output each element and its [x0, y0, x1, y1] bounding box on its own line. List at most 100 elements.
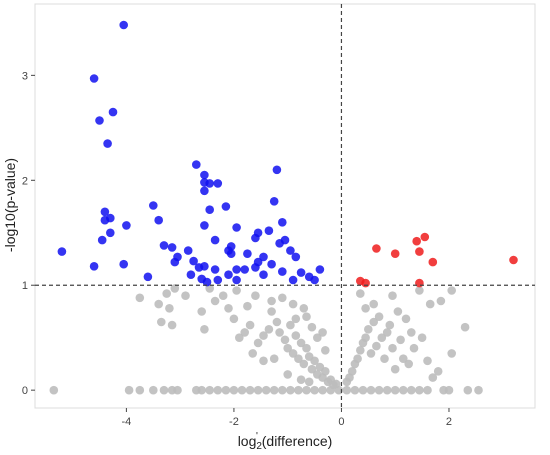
point-not-significant: [321, 367, 330, 376]
point-not-significant: [275, 328, 284, 337]
point-not-significant: [415, 385, 424, 395]
point-not-significant: [159, 385, 169, 395]
point-down-regulated: [240, 265, 249, 274]
point-not-significant: [280, 335, 290, 345]
point-not-significant: [364, 325, 373, 334]
point-down-regulated: [119, 259, 128, 269]
point-not-significant: [463, 385, 473, 395]
point-down-regulated: [232, 265, 241, 274]
point-not-significant: [200, 325, 209, 334]
point-not-significant: [135, 385, 145, 395]
point-not-significant: [321, 346, 330, 355]
point-not-significant: [433, 367, 443, 376]
x-axis-title-superscript: ': [256, 431, 258, 442]
point-not-significant: [302, 343, 311, 353]
point-not-significant: [390, 385, 400, 395]
point-not-significant: [253, 385, 263, 395]
y-tick-label: 2: [22, 175, 28, 187]
point-down-regulated: [243, 249, 252, 258]
point-down-regulated: [259, 270, 268, 280]
point-up-regulated: [372, 244, 381, 253]
point-not-significant: [428, 373, 438, 382]
point-not-significant: [425, 299, 435, 309]
y-tick-label: 1: [22, 280, 28, 292]
x-axis-title-base: log: [238, 433, 257, 449]
y-axis-title: -log10(p-value): [2, 158, 18, 252]
point-not-significant: [417, 333, 427, 343]
point-not-significant: [124, 385, 134, 395]
point-not-significant: [390, 364, 400, 374]
point-up-regulated: [412, 236, 422, 246]
point-up-regulated: [361, 278, 370, 288]
point-not-significant: [358, 385, 368, 395]
point-not-significant: [167, 320, 177, 330]
point-not-significant: [310, 356, 319, 366]
point-not-significant: [436, 296, 446, 306]
x-tick-label: 2: [446, 416, 452, 428]
point-not-significant: [269, 385, 279, 395]
point-not-significant: [197, 385, 206, 395]
x-axis-title: log2' (difference): [238, 431, 333, 452]
point-not-significant: [361, 304, 370, 313]
point-not-significant: [165, 304, 174, 313]
point-down-regulated: [170, 257, 180, 267]
point-not-significant: [278, 385, 287, 395]
point-down-regulated: [251, 263, 260, 272]
point-not-significant: [154, 299, 163, 309]
point-down-regulated: [119, 20, 128, 30]
point-down-regulated: [278, 218, 287, 227]
point-down-regulated: [100, 207, 110, 217]
point-down-regulated: [213, 179, 223, 188]
point-not-significant: [245, 385, 255, 395]
point-not-significant: [232, 286, 241, 295]
point-not-significant: [296, 338, 306, 348]
point-not-significant: [318, 328, 327, 337]
point-not-significant: [210, 296, 220, 306]
point-down-regulated: [272, 165, 282, 175]
point-not-significant: [366, 385, 376, 395]
point-not-significant: [460, 322, 470, 332]
point-down-regulated: [89, 74, 99, 83]
point-not-significant: [49, 385, 59, 395]
point-down-regulated: [200, 262, 209, 271]
point-not-significant: [307, 364, 317, 374]
point-not-significant: [218, 291, 228, 301]
point-down-regulated: [122, 221, 131, 230]
point-up-regulated: [390, 249, 400, 258]
point-not-significant: [221, 385, 231, 395]
point-not-significant: [253, 338, 263, 348]
point-not-significant: [304, 377, 314, 387]
point-down-regulated: [106, 228, 115, 238]
point-not-significant: [407, 385, 416, 395]
point-down-regulated: [291, 252, 301, 262]
point-not-significant: [235, 333, 244, 343]
point-down-regulated: [200, 186, 209, 196]
point-not-significant: [296, 375, 306, 385]
point-not-significant: [369, 299, 379, 309]
point-not-significant: [366, 349, 376, 358]
point-not-significant: [229, 385, 239, 395]
point-down-regulated: [97, 235, 107, 245]
point-down-regulated: [57, 247, 67, 256]
point-not-significant: [224, 304, 233, 313]
point-down-regulated: [296, 268, 306, 277]
point-not-significant: [377, 333, 387, 343]
point-not-significant: [243, 301, 252, 311]
point-not-significant: [229, 314, 239, 324]
point-not-significant: [245, 320, 255, 330]
point-not-significant: [407, 328, 416, 337]
point-not-significant: [350, 385, 360, 395]
point-down-regulated: [315, 265, 325, 274]
point-not-significant: [331, 379, 341, 389]
point-down-regulated: [200, 221, 209, 230]
point-not-significant: [248, 349, 257, 358]
point-down-regulated: [224, 270, 233, 280]
point-not-significant: [259, 356, 268, 366]
x-tick-label: -4: [122, 416, 132, 428]
point-down-regulated: [286, 246, 295, 255]
point-not-significant: [382, 385, 392, 395]
point-not-significant: [447, 349, 457, 358]
point-not-significant: [288, 299, 298, 309]
x-axis-title-subscript: 2: [256, 441, 262, 452]
point-not-significant: [396, 335, 405, 345]
